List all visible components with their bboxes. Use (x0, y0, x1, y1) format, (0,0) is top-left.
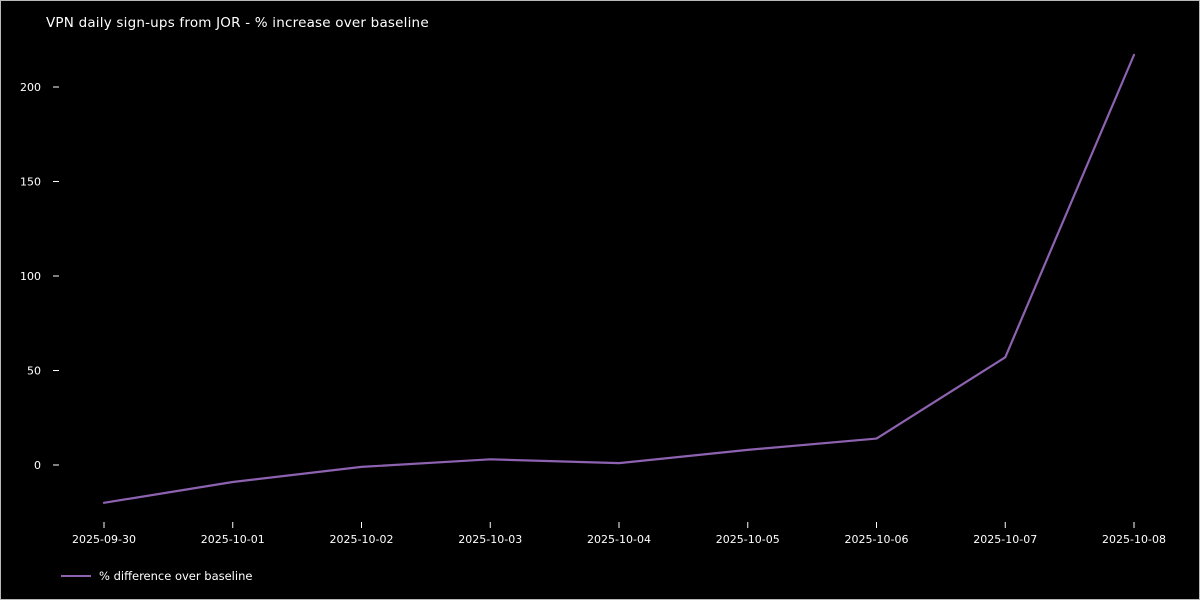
y-tick-label: 200 (20, 81, 41, 94)
chart-title: VPN daily sign-ups from JOR - % increase… (46, 15, 429, 31)
y-tick-label: 50 (27, 365, 41, 378)
x-tick-label: 2025-10-08 (1102, 533, 1166, 546)
series-line (102, 53, 1136, 504)
x-tick-label: 2025-10-06 (845, 533, 909, 546)
x-tick-label: 2025-10-03 (458, 533, 522, 546)
x-tick-label: 2025-10-04 (587, 533, 651, 546)
y-tick-label: 150 (20, 176, 41, 189)
legend: % difference over baseline (61, 569, 252, 583)
x-tick-label: 2025-10-01 (201, 533, 265, 546)
x-tick-label: 2025-09-30 (72, 533, 136, 546)
x-tick-label: 2025-10-05 (716, 533, 780, 546)
legend-line-swatch (61, 575, 91, 577)
x-tick-label: 2025-10-07 (973, 533, 1037, 546)
y-tick-label: 100 (20, 270, 41, 283)
legend-label: % difference over baseline (99, 569, 253, 583)
y-tick-label: 0 (34, 459, 41, 472)
x-tick-label: 2025-10-02 (330, 533, 394, 546)
